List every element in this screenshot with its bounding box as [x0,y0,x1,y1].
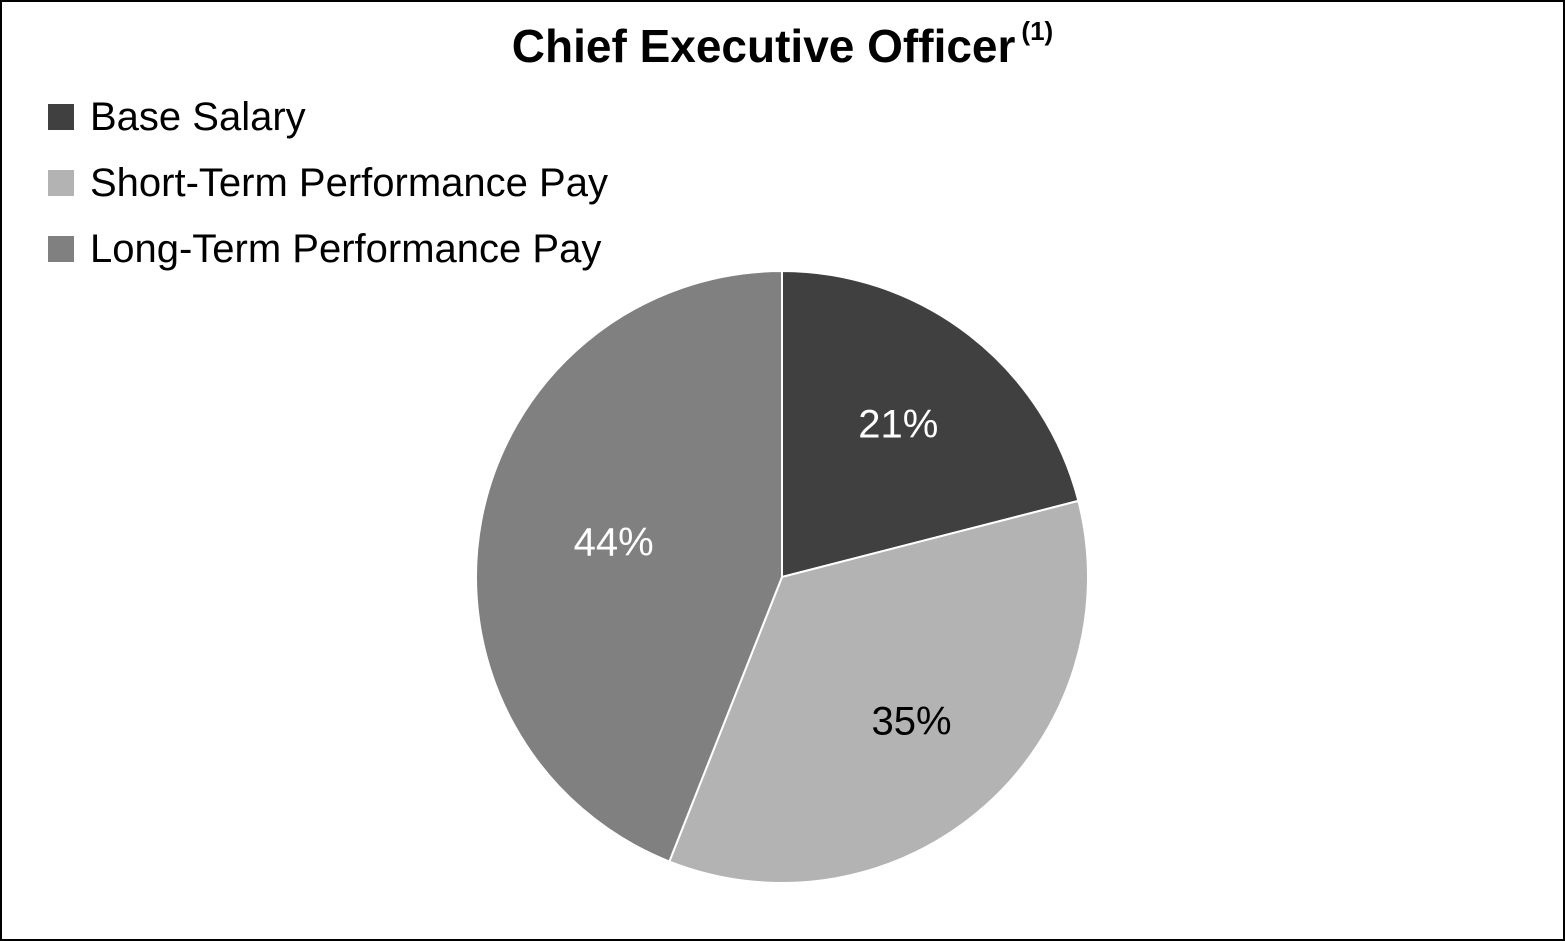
chart-legend: Base Salary Short-Term Performance Pay L… [48,84,608,282]
legend-swatch-base-salary [48,104,74,130]
data-label-long-term-performance-pay: 44% [574,520,654,564]
data-label-short-term-performance-pay: 35% [871,699,951,743]
chart-title-text: Chief Executive Officer [511,20,1016,72]
legend-swatch-long-term-performance-pay [48,236,74,262]
legend-label-short-term-performance-pay: Short-Term Performance Pay [90,160,608,205]
data-label-base-salary: 21% [858,403,938,447]
legend-item-long-term-performance-pay: Long-Term Performance Pay [48,216,608,282]
legend-swatch-short-term-performance-pay [48,170,74,196]
legend-item-base-salary: Base Salary [48,84,608,150]
pie-slice-short-term-performance-pay [668,499,1089,885]
legend-label-base-salary: Base Salary [90,94,306,139]
pie-slice-base-salary [781,269,1080,579]
chart-title-footnote: (1) [1021,16,1054,46]
pie-slice-long-term-performance-pay [475,269,783,863]
legend-item-short-term-performance-pay: Short-Term Performance Pay [48,150,608,216]
legend-label-long-term-performance-pay: Long-Term Performance Pay [90,226,602,271]
chart-title: Chief Executive Officer (1) [2,16,1563,73]
